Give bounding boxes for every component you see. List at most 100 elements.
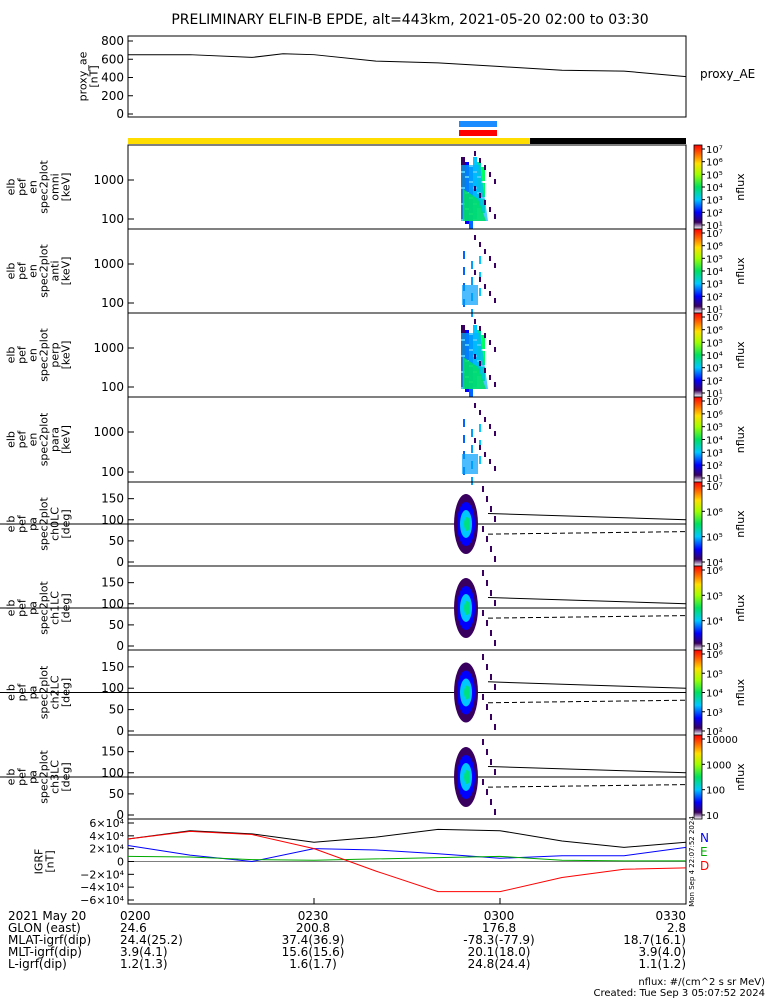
spec-speckle bbox=[474, 319, 476, 324]
pa-speckle bbox=[482, 610, 484, 616]
spec-omni-colorbar-label: 10⁴ bbox=[706, 183, 723, 194]
igrf-n-line bbox=[127, 844, 687, 863]
spec-anti-ylabel-line: anti bbox=[49, 260, 62, 281]
spec-speckle bbox=[479, 445, 481, 450]
pa-speckle bbox=[486, 580, 488, 586]
spec-panel-omni: 1000100elbpefenspec2plotomni[keV]10⁷10⁶1… bbox=[5, 144, 747, 232]
spec-speckle bbox=[494, 179, 496, 184]
pa-ch2LC-ylabel-line: pef bbox=[16, 683, 29, 702]
ae-ylabel-line: [nT] bbox=[88, 65, 101, 87]
pa-speckle bbox=[494, 556, 496, 562]
spec-anti-ylabel-line: pef bbox=[16, 261, 29, 280]
spec-speckle bbox=[484, 417, 486, 422]
spec-speckle bbox=[494, 431, 496, 436]
spec-speckle bbox=[494, 347, 496, 352]
spec-omni-colorbar-label: 10⁶ bbox=[706, 158, 723, 169]
pa-speckle bbox=[490, 799, 492, 805]
pa-speckle bbox=[482, 526, 484, 532]
spec-omni-colorbar-label: 10⁵ bbox=[706, 170, 723, 181]
ae-ytick-label: 600 bbox=[101, 52, 124, 66]
spec-anti-colorbar-label: 10⁵ bbox=[706, 254, 723, 265]
igrf-ytick-label: 0 bbox=[117, 856, 124, 869]
spec-speckle bbox=[484, 200, 486, 205]
pa-speckle bbox=[494, 600, 496, 606]
info-cell: 24.4(25.2) bbox=[120, 933, 183, 947]
spec-speckle bbox=[494, 214, 496, 219]
info-cell: 1.6(1.7) bbox=[289, 957, 337, 971]
info-cell: 1.2(1.3) bbox=[120, 957, 168, 971]
spec-perp-colorbar-label: 10² bbox=[706, 376, 723, 387]
spec-omni-ylabel-line: omni bbox=[49, 173, 62, 200]
spec-speckle bbox=[494, 263, 496, 268]
pa-speckle bbox=[494, 640, 496, 646]
pa-speckle bbox=[482, 739, 484, 745]
info-table: 2021 May 20 0200 0230 0300 0330 GLON (east) 24… bbox=[8, 909, 686, 971]
spec-perp-ylabel-line: elb bbox=[5, 347, 18, 364]
spec-speckle bbox=[489, 207, 491, 212]
spec-speckle bbox=[489, 424, 491, 429]
info-cell: 2.8 bbox=[667, 921, 686, 935]
spec-speckle bbox=[484, 284, 486, 289]
pa-ch3LC-ylabel-line: pa bbox=[27, 770, 40, 784]
igrf-legend-d: D bbox=[700, 859, 709, 873]
spec-pixel bbox=[471, 261, 473, 269]
spec-omni-ylabel-line: spec2plot bbox=[38, 160, 51, 214]
pa-speckle bbox=[482, 779, 484, 785]
footer-created: Created: Tue Sep 3 05:07:52 2024 bbox=[594, 988, 766, 999]
pa-ytick-label: 0 bbox=[116, 808, 124, 822]
spec-perp-cbar-title-text: nflux bbox=[734, 341, 747, 369]
pa-ytick-label: 150 bbox=[101, 576, 124, 590]
spec-frame bbox=[127, 228, 687, 314]
igrf-legend-e: E bbox=[700, 845, 708, 859]
info-cell: 3.9(4.0) bbox=[638, 945, 686, 959]
pa-ch2LC-ylabel-line: elb bbox=[5, 684, 18, 701]
spec-speckle bbox=[474, 403, 476, 408]
spec-perp-ylabel-line: spec2plot bbox=[38, 328, 51, 382]
spec-speckle bbox=[474, 438, 476, 443]
spec-pixel bbox=[481, 167, 485, 181]
spec-pixel bbox=[479, 272, 481, 280]
ae-ytick-label: 800 bbox=[101, 34, 124, 48]
spec-omni-ylabel-line: en bbox=[27, 180, 40, 194]
pa-ch3LC-ylabel-line: ch3LC bbox=[49, 760, 62, 794]
pa-speckle bbox=[486, 664, 488, 670]
spec-pixel bbox=[463, 435, 465, 443]
spec-omni-colorbar-label: 10³ bbox=[706, 196, 723, 207]
spec-speckle bbox=[494, 298, 496, 303]
spec-para-colorbar-label: 10³ bbox=[706, 448, 723, 459]
spec-speckle bbox=[479, 158, 481, 163]
pa-speckle bbox=[486, 749, 488, 755]
spec-anti-cbar-title-text: nflux bbox=[734, 257, 747, 285]
ae-panel: 800 600 400 200 0 proxy_ae[nT] proxy_AE bbox=[77, 34, 756, 121]
pa-loss-cone-upper bbox=[487, 596, 687, 605]
spec-speckle bbox=[489, 291, 491, 296]
igrf-ytick-label: −6×10⁴ bbox=[80, 894, 124, 907]
spec-speckle bbox=[489, 172, 491, 177]
spec-anti-ylabel-line: en bbox=[27, 264, 40, 278]
spec-speckle bbox=[474, 235, 476, 240]
pa-ch1LC-colorbar-label: 10⁴ bbox=[706, 617, 723, 628]
pa-ch3LC-ylabel-line: [deg] bbox=[60, 762, 73, 791]
pa-speckle bbox=[490, 630, 492, 636]
pa-speckle bbox=[482, 654, 484, 660]
spec-omni-colorbar-label: 10² bbox=[706, 208, 723, 219]
pa-ch3LC-colorbar-label: 100 bbox=[706, 786, 725, 797]
pa-ch1LC-colorbar-label: 10⁵ bbox=[706, 591, 723, 602]
spec-para-cbar-title-text: nflux bbox=[734, 425, 747, 453]
pa-ch3LC-colorbar-label: 10 bbox=[706, 811, 719, 822]
spec-speckle bbox=[484, 452, 486, 457]
spec-omni-colorbar-label: 10⁷ bbox=[706, 145, 723, 156]
info-cell: 37.4(36.9) bbox=[282, 933, 345, 947]
pa-ytick-label: 0 bbox=[116, 639, 124, 653]
igrf-ytick-label: −2×10⁴ bbox=[80, 868, 124, 881]
pa-loss-cone-lower bbox=[487, 699, 687, 704]
spec-para-cbar-title: nflux bbox=[734, 425, 747, 453]
pa-ch1LC-ylabel-line: pef bbox=[16, 598, 29, 617]
pa-ch0LC-ylabel-line: spec2plot bbox=[38, 497, 51, 551]
spec-pixel bbox=[463, 419, 465, 427]
